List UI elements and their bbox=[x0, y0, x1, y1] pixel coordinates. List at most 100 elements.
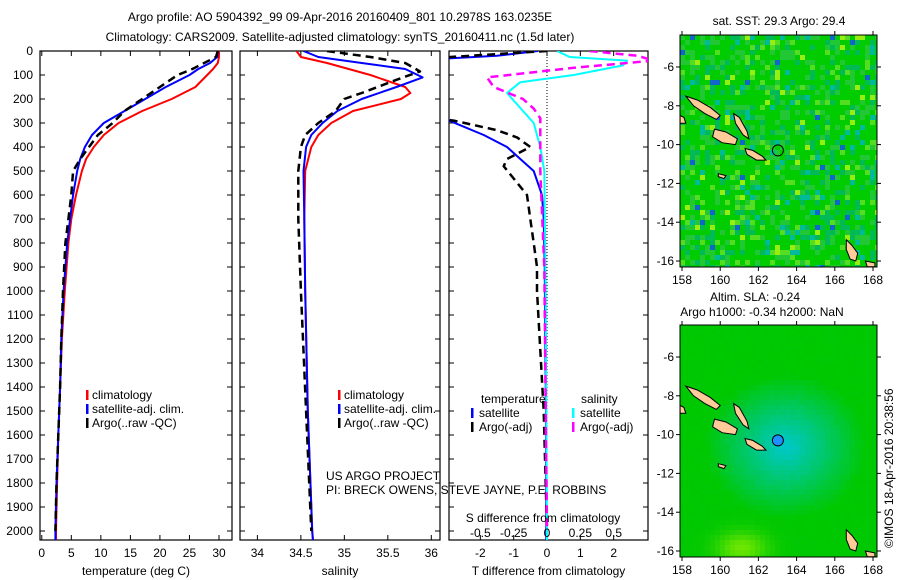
series-line-satellite-adj-clim- bbox=[54, 51, 219, 540]
plot-frame bbox=[39, 50, 233, 541]
y-tick-label: 400 bbox=[13, 140, 33, 154]
map-lon-label: 164 bbox=[787, 273, 807, 287]
legend-swatch bbox=[572, 408, 575, 418]
series-line-climatology bbox=[295, 51, 412, 540]
series-line-argo-raw-qc- bbox=[297, 51, 422, 532]
legend-swatch bbox=[338, 404, 341, 414]
map-field bbox=[680, 35, 877, 267]
land-island bbox=[845, 238, 859, 262]
map-lon-label: 166 bbox=[825, 563, 845, 577]
legend-swatch bbox=[86, 418, 89, 428]
y-tick-label: 100 bbox=[13, 68, 33, 82]
x-tick-label: 34.5 bbox=[289, 546, 313, 560]
credits-line1: US ARGO PROJECT bbox=[326, 469, 441, 483]
map-lon-label: 160 bbox=[710, 563, 730, 577]
x-tick-label: 10 bbox=[94, 546, 108, 560]
map-lat-label: -12 bbox=[657, 176, 675, 190]
map-lon-label: 168 bbox=[863, 273, 883, 287]
y-tick-label: 1400 bbox=[6, 380, 33, 394]
legend-swatch bbox=[86, 404, 89, 414]
s-tick-label: -0.5 bbox=[470, 526, 491, 540]
profile-panel-3: -2 -1 0 1 2 T difference from climatology temp… bbox=[448, 50, 649, 578]
legend-swatch bbox=[86, 390, 89, 400]
series-line-t-satellite bbox=[449, 51, 548, 540]
series-line-argo-raw-qc- bbox=[54, 51, 219, 532]
y-tick-label: 500 bbox=[13, 164, 33, 178]
x-tick-label: 35 bbox=[338, 546, 352, 560]
x-axis-label: T difference from climatology bbox=[472, 564, 626, 578]
land-island bbox=[744, 147, 768, 161]
map-lon-label: 162 bbox=[748, 563, 768, 577]
y-tick-label: 1100 bbox=[7, 308, 33, 322]
x-tick-label: -2 bbox=[475, 546, 486, 560]
y-tick-label: 2000 bbox=[6, 524, 33, 538]
s-tick-label: -0.25 bbox=[500, 526, 528, 540]
map-lon-label: 160 bbox=[710, 273, 730, 287]
map-title: sat. SST: 29.3 Argo: 29.4 bbox=[713, 14, 846, 28]
y-tick-label: 600 bbox=[13, 188, 33, 202]
x-tick-label: 2 bbox=[610, 546, 617, 560]
imos-timestamp: ©IMOS 18-Apr-2016 20:38:56 bbox=[882, 388, 896, 548]
map-lat-label: -16 bbox=[657, 544, 675, 558]
map-lat-label: -14 bbox=[657, 215, 675, 229]
legend-label: Argo(..raw -QC) bbox=[344, 416, 429, 430]
y-tick-label: 1800 bbox=[6, 476, 33, 490]
legend-header-temperature: temperature bbox=[481, 392, 546, 406]
x-tick-label: 0 bbox=[38, 546, 45, 560]
series-line-t-argo-adj- bbox=[449, 51, 549, 532]
map-lon-label: 162 bbox=[748, 273, 768, 287]
legend-swatch bbox=[471, 422, 474, 432]
land-island bbox=[717, 463, 727, 470]
legend-label: satellite-adj. clim. bbox=[344, 402, 436, 416]
s-axis-label: S difference from climatology bbox=[466, 511, 621, 525]
y-tick-label: 1700 bbox=[6, 452, 33, 466]
figure-title-line1: Argo profile: AO 5904392_99 09-Apr-2016 … bbox=[128, 10, 552, 24]
map-field bbox=[680, 325, 877, 557]
land-island bbox=[684, 385, 721, 411]
map-lat-label: -16 bbox=[657, 254, 675, 268]
x-tick-label: 25 bbox=[183, 546, 197, 560]
legend-label: Argo(..raw -QC) bbox=[92, 416, 177, 430]
series-line-satellite-adj-clim- bbox=[302, 51, 424, 540]
y-tick-label: 700 bbox=[13, 212, 33, 226]
y-tick-label: 1900 bbox=[6, 500, 33, 514]
y-tick-label: 1600 bbox=[6, 428, 33, 442]
figure-title-line2: Climatology: CARS2009. Satellite-adjuste… bbox=[106, 30, 575, 44]
map-lat-label: -10 bbox=[657, 428, 675, 442]
legend-swatch bbox=[338, 390, 341, 400]
legend-swatch bbox=[471, 408, 474, 418]
land-island bbox=[732, 402, 750, 430]
profile-panel-1: 0 5 10 15 20 25 30 temperature (deg C) 0 100 200 30… bbox=[6, 44, 233, 578]
argo-position-marker bbox=[771, 434, 784, 447]
y-tick-label: 1000 bbox=[6, 284, 33, 298]
series-line-climatology bbox=[55, 51, 220, 540]
map-lat-label: -6 bbox=[663, 350, 674, 364]
x-tick-label: 15 bbox=[124, 546, 138, 560]
y-tick-label: 0 bbox=[26, 44, 33, 58]
x-axis-label: temperature (deg C) bbox=[82, 564, 190, 578]
x-tick-label: 35.5 bbox=[376, 546, 400, 560]
series-line-s-argo-adj- bbox=[485, 51, 648, 532]
map-lat-label: -8 bbox=[663, 99, 674, 113]
land-island bbox=[732, 112, 750, 140]
legend-swatch bbox=[572, 422, 575, 432]
series-line-s-satellite bbox=[506, 51, 628, 540]
profile-panel-2: 34 34.5 35 35.5 36 salinity climatologysatelli… bbox=[239, 50, 441, 578]
map-lon-label: 164 bbox=[787, 563, 807, 577]
map-lon-label: 168 bbox=[863, 563, 883, 577]
s-tick-label: 0 bbox=[544, 526, 551, 540]
x-tick-label: 5 bbox=[68, 546, 75, 560]
map-lat-label: -12 bbox=[657, 466, 675, 480]
map-lon-label: 158 bbox=[672, 563, 692, 577]
argo-position-marker bbox=[771, 144, 784, 157]
legend-label: climatology bbox=[92, 388, 152, 402]
x-tick-label: 1 bbox=[577, 546, 584, 560]
legend-label: climatology bbox=[344, 388, 404, 402]
s-tick-label: 0.25 bbox=[569, 526, 593, 540]
x-tick-label: -1 bbox=[508, 546, 519, 560]
legend-label: satellite bbox=[479, 406, 520, 420]
map-lon-label: 166 bbox=[825, 273, 845, 287]
map-frame bbox=[679, 34, 878, 268]
x-tick-label: 0 bbox=[544, 546, 551, 560]
legend-label: satellite bbox=[580, 406, 621, 420]
